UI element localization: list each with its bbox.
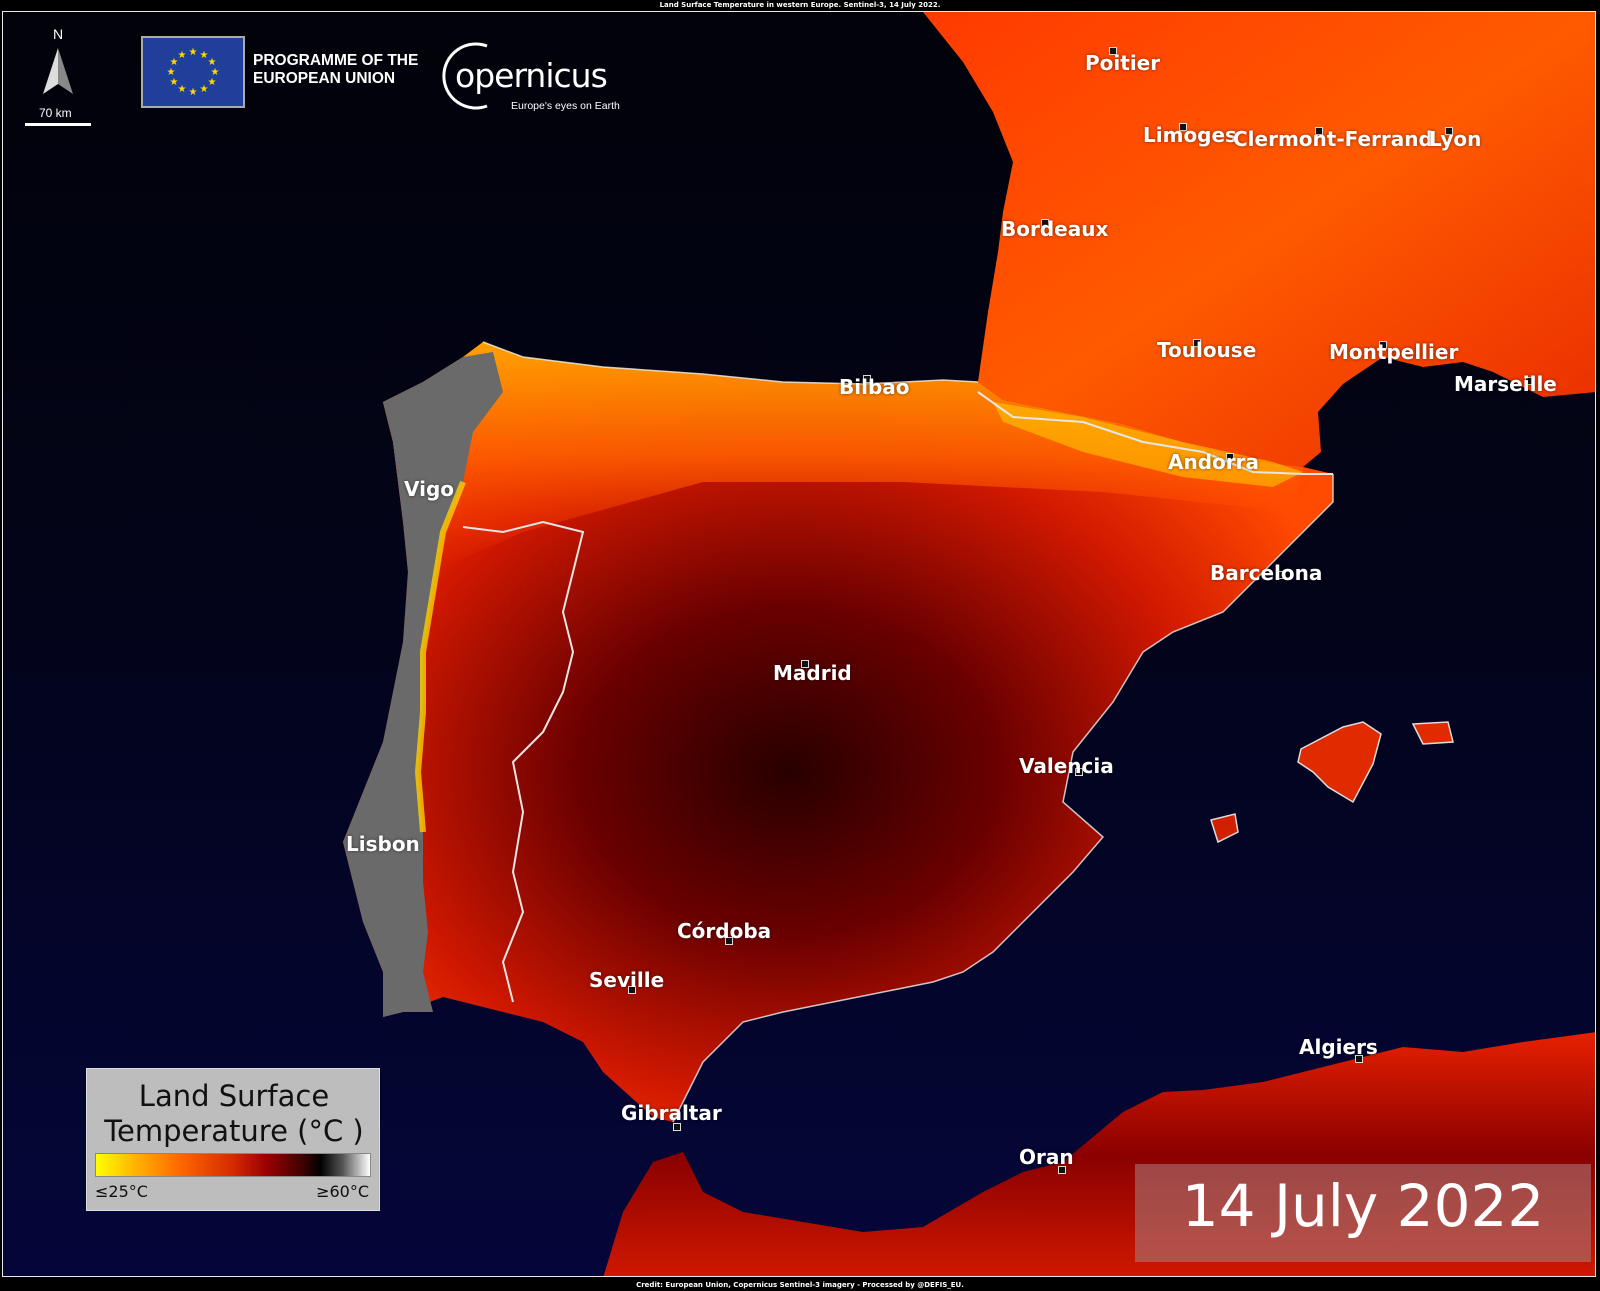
svg-text:★: ★ (167, 67, 176, 78)
legend-title: Land Surface Temperature (°C ) (87, 1079, 381, 1149)
city-label: Seville (589, 968, 665, 992)
credit-caption: Credit: European Union, Copernicus Senti… (0, 1279, 1600, 1291)
svg-text:★: ★ (208, 57, 217, 68)
legend-title-line2: Temperature (°C ) (104, 1114, 364, 1148)
legend-color-ramp (95, 1153, 371, 1177)
copernicus-arc-icon (442, 42, 488, 110)
city-label: Marseille (1454, 372, 1557, 396)
city-marker (673, 1123, 681, 1131)
svg-text:★: ★ (170, 57, 179, 68)
svg-text:★: ★ (178, 50, 187, 61)
pyrenees-cool-zone (993, 402, 1303, 487)
city-label: Limoges (1143, 123, 1237, 147)
eu-programme-line2: EUROPEAN UNION (253, 70, 396, 87)
city-marker (863, 375, 871, 383)
city-label: Gibraltar (621, 1101, 722, 1125)
city-marker (1315, 127, 1323, 135)
city-label: Poitier (1085, 51, 1161, 75)
svg-text:★: ★ (189, 47, 198, 58)
eu-flag-logo: ★ ★ ★ ★ ★ ★ ★ ★ ★ ★ ★ ★ (141, 36, 245, 108)
city-marker (1355, 1055, 1363, 1063)
city-marker (1379, 341, 1387, 349)
city-marker (1226, 453, 1234, 461)
eu-stars-icon: ★ ★★ ★★★ ★★★ ★★★ (167, 47, 220, 98)
svg-text:★: ★ (211, 67, 220, 78)
city-marker (1041, 219, 1049, 227)
city-label: Toulouse (1157, 338, 1257, 362)
spain-france-border (977, 391, 1333, 475)
eu-programme-line1: PROGRAMME OF THE (253, 52, 419, 69)
city-label: Montpellier (1329, 340, 1459, 364)
menorca (1411, 721, 1454, 745)
northern-iberia-cooler (383, 342, 1303, 572)
iberia-landmass (343, 342, 1333, 1122)
city-label: Vigo (404, 477, 455, 501)
svg-text:★: ★ (178, 84, 187, 95)
copernicus-tagline: Europe's eyes on Earth (511, 100, 620, 112)
image-caption: Land Surface Temperature in western Euro… (0, 0, 1600, 10)
city-label: Lyon (1429, 127, 1482, 151)
city-marker (628, 986, 636, 994)
city-label: Lisbon (346, 832, 420, 856)
city-marker (1058, 1166, 1066, 1174)
city-label: Oran (1019, 1145, 1074, 1169)
north-arrow-icon (43, 48, 73, 94)
legend-min-label: ≤25°C (95, 1182, 148, 1201)
date-box: 14 July 2022 (1135, 1164, 1591, 1262)
scale-label: 70 km (39, 106, 72, 120)
north-label: N (53, 26, 64, 42)
city-label: Clermont-Ferrand (1233, 127, 1433, 151)
svg-text:★: ★ (208, 77, 217, 88)
mallorca (1297, 721, 1382, 804)
temperature-legend: Land Surface Temperature (°C ) ≤25°C ≥60… (86, 1068, 380, 1211)
france-landmass (923, 12, 1595, 467)
city-marker (1277, 571, 1285, 579)
eu-programme-text: PROGRAMME OF THE EUROPEAN UNION (253, 52, 418, 88)
iberia-coastline (482, 341, 1334, 1123)
city-label: Andorra (1168, 450, 1259, 474)
city-label: Córdoba (677, 919, 772, 943)
city-marker (1445, 127, 1453, 135)
legend-title-line1: Land Surface (138, 1079, 330, 1113)
ibiza (1210, 813, 1239, 844)
city-label: Algiers (1299, 1035, 1378, 1059)
copernicus-logo: opernicus Europe's eyes on Earth (439, 38, 629, 114)
date-label: 14 July 2022 (1181, 1172, 1545, 1240)
north-arrow: N 70 km (25, 26, 95, 126)
portugal-coastal-yellow-edge (414, 480, 466, 833)
city-marker (1075, 768, 1083, 776)
legend-max-label: ≥60°C (316, 1182, 369, 1201)
scale-bar (25, 123, 91, 126)
city-label: Bordeaux (1001, 217, 1109, 241)
map-frame: N 70 km ★ ★ ★ ★ ★ ★ ★ ★ ★ ★ ★ ★ PROGRAMME OF THE… (2, 11, 1596, 1277)
city-label: Madrid (773, 661, 852, 685)
svg-text:★: ★ (200, 50, 209, 61)
spain-portugal-border (462, 520, 585, 1003)
city-label: Barcelona (1210, 561, 1323, 585)
svg-text:★: ★ (170, 77, 179, 88)
svg-text:★: ★ (200, 84, 209, 95)
city-label: Bilbao (839, 375, 910, 399)
city-marker (1179, 123, 1187, 131)
svg-text:★: ★ (189, 87, 198, 98)
copernicus-wordmark: opernicus (455, 56, 608, 95)
city-marker (1193, 339, 1201, 347)
city-label: Valencia (1019, 754, 1114, 778)
city-marker (725, 937, 733, 945)
city-marker (1525, 377, 1533, 385)
city-marker (1109, 47, 1117, 55)
city-marker (801, 660, 809, 668)
